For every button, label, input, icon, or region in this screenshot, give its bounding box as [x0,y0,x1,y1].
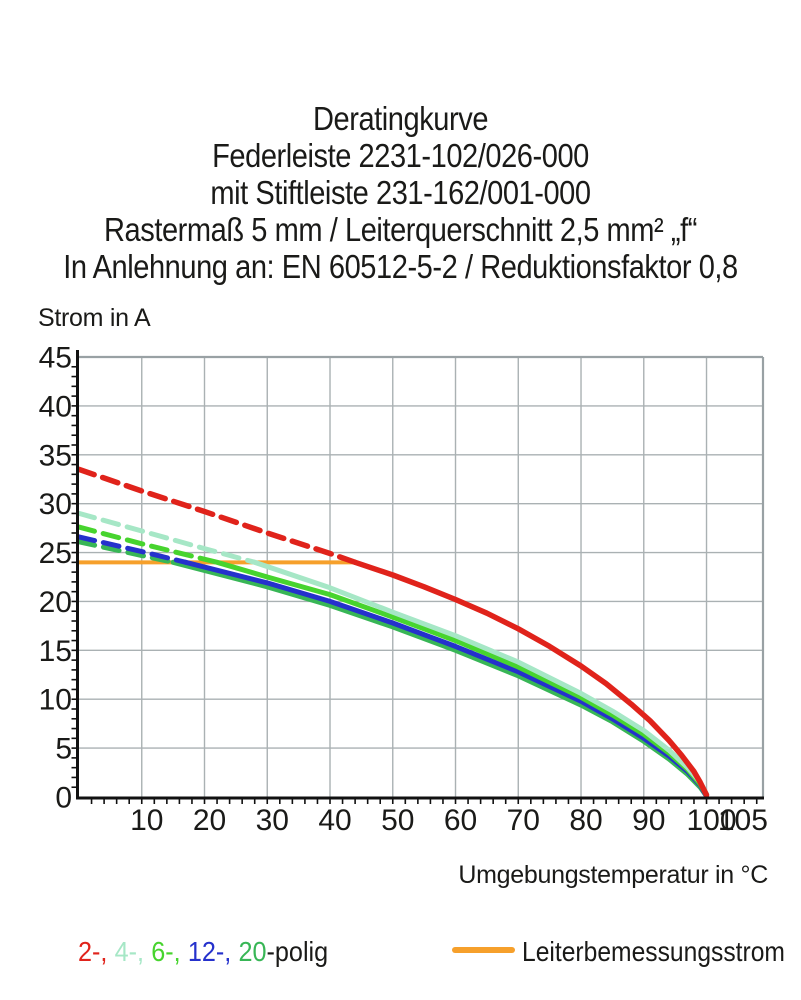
y-tick-label-10: 10 [39,684,72,717]
curve-dashed-4-polig [76,510,258,565]
x-tick-label-70: 70 [507,804,540,837]
title-line-4: Rastermaß 5 mm / Leiterquerschnitt 2,5 m… [104,211,697,248]
title-block: Deratingkurve Federleiste 2231-102/026-0… [48,100,753,285]
legend-pole-4: 4-, [114,936,145,967]
x-tick-label-90: 90 [632,804,665,837]
title-line-1: Deratingkurve [312,100,489,137]
x-tick-label-40: 40 [318,804,351,837]
y-tick-label-40: 40 [39,390,72,423]
legend-pole-12: 12-, [187,936,232,967]
legend-limit-label: Leiterbemessungsstrom [522,936,785,967]
legend-pole-2: 2-, [78,936,108,967]
x-tick-label-105: 105 [718,804,768,837]
curve-solid-6-polig [214,559,709,798]
curve-dashed-20-polig [76,539,176,565]
title-line-2: Federleiste 2231-102/026-000 [212,137,589,174]
y-axis-title: Strom in A [38,304,151,332]
y-tick-label-20: 20 [39,586,72,619]
title-line-3: mit Stiftleiste 231-162/001-000 [210,174,591,211]
curve-dashed-2-polig [76,466,358,566]
x-tick-label-100: 100 [686,804,736,837]
curve-dashed-6-polig [76,524,220,565]
legend-poles: 2-, 4-, 6-, 12-, 20-polig [78,936,328,968]
x-tick-label-60: 60 [444,804,477,837]
title-line-5: In Anlehnung an: EN 60512-5-2 / Reduktio… [63,248,738,285]
curve-dashed-12-polig [76,534,189,565]
curve-solid-2-polig [352,559,710,798]
y-tick-label-30: 30 [39,488,72,521]
x-tick-label-30: 30 [256,804,289,837]
legend-poles-suffix: -polig [266,936,329,967]
curve-solid-20-polig [170,559,709,799]
y-tick-label-15: 15 [39,635,72,668]
y-tick-label-5: 5 [55,733,72,766]
legend-limit-line-swatch [452,947,515,953]
x-axis-title: Umgebungstemperatur in °C [458,861,768,889]
x-tick-label-20: 20 [193,804,226,837]
y-tick-label-45: 45 [39,342,72,375]
y-tick-label-35: 35 [39,439,72,472]
y-tick-label-25: 25 [39,537,72,570]
x-tick-label-50: 50 [381,804,414,837]
x-tick-label-10: 10 [130,804,163,837]
legend-pole-20: 20 [238,936,267,967]
y-tick-label-0: 0 [55,782,72,815]
x-tick-label-80: 80 [569,804,602,837]
legend-pole-6: 6-, [151,936,181,967]
